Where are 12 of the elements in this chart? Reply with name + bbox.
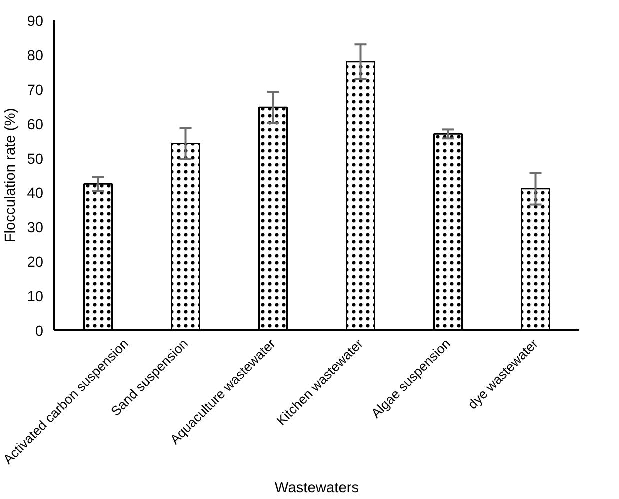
- y-tick-label: 60: [27, 117, 44, 134]
- y-tick-label: 70: [27, 82, 44, 99]
- y-tick-label: 90: [27, 14, 44, 30]
- y-axis-title: Flocculation rate (%): [3, 108, 20, 243]
- y-tick-label: 30: [27, 220, 44, 237]
- y-tick-label: 50: [27, 152, 44, 168]
- y-tick-label: 80: [27, 48, 44, 64]
- y-tick-label: 0: [35, 324, 44, 340]
- y-tick-label: 40: [27, 186, 44, 202]
- x-axis-title: Wastewaters: [274, 480, 360, 497]
- y-tick-label: 20: [27, 255, 44, 272]
- y-tick-label: 10: [27, 290, 44, 306]
